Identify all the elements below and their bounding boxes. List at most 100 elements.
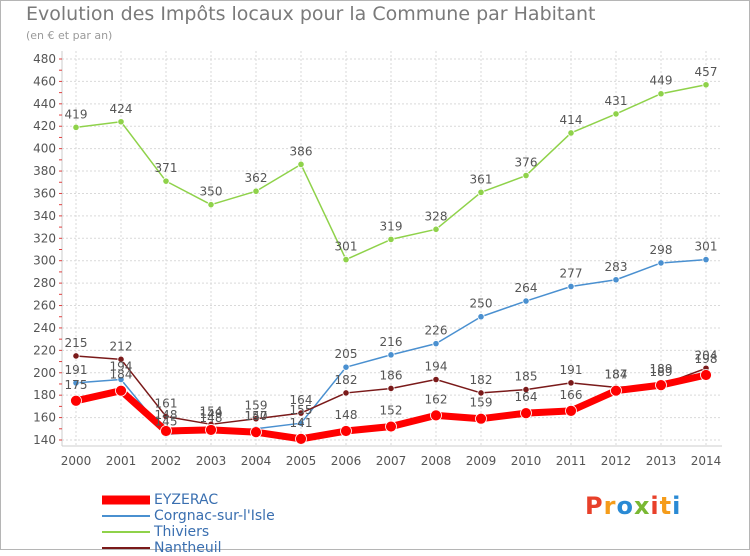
data-label: 159 [245, 399, 268, 413]
data-label: 431 [605, 94, 628, 108]
y-tick-label: 420 [33, 119, 56, 133]
data-label: 205 [335, 347, 358, 361]
chart-subtitle: (en € et par an) [26, 29, 113, 42]
legend-label: Thiviers [154, 524, 210, 540]
y-tick-label: 300 [33, 254, 56, 268]
data-label: 162 [425, 392, 448, 406]
x-tick-label: 2000 [61, 454, 92, 468]
data-point [567, 282, 575, 291]
data-point [162, 412, 170, 421]
data-label: 283 [605, 260, 628, 274]
data-point [160, 425, 172, 437]
x-tick-label: 2008 [421, 454, 452, 468]
data-label: 155 [290, 403, 313, 417]
data-point [702, 255, 710, 264]
data-point [475, 412, 487, 425]
data-label: 141 [290, 416, 313, 430]
data-label: 194 [425, 359, 448, 373]
data-label: 198 [695, 352, 718, 366]
data-label: 164 [515, 390, 538, 404]
data-point [252, 187, 260, 195]
legend-label: Corgnac-sur-l'Isle [154, 508, 275, 524]
x-tick-label: 2012 [601, 454, 632, 468]
data-point [432, 375, 440, 384]
data-label: 154 [200, 404, 223, 418]
data-point [205, 424, 217, 436]
y-tick-label: 200 [33, 366, 56, 380]
data-point [72, 352, 80, 360]
legend-label: Nantheuil [154, 540, 222, 556]
data-point [342, 389, 350, 397]
data-point [117, 118, 125, 126]
y-tick-label: 460 [33, 74, 56, 88]
x-tick-label: 2010 [511, 454, 542, 468]
data-label: 194 [110, 359, 133, 373]
data-point [387, 351, 395, 359]
data-point [432, 340, 440, 348]
data-label: 150 [245, 409, 268, 423]
data-label: 298 [650, 243, 673, 257]
data-point [297, 409, 305, 417]
y-tick-label: 400 [33, 142, 56, 156]
data-point [520, 407, 532, 420]
data-point [385, 420, 397, 433]
x-tick-label: 2005 [286, 454, 317, 468]
proxiti-logo: Proxiti [585, 492, 681, 520]
logo-letter: P [585, 492, 604, 520]
y-tick-label: 320 [33, 231, 56, 245]
data-label: 191 [560, 363, 583, 377]
data-point [72, 123, 80, 131]
data-point [70, 394, 82, 407]
data-point [117, 375, 125, 384]
data-label: 212 [110, 339, 133, 353]
data-label: 376 [515, 156, 538, 170]
data-point [655, 379, 667, 391]
x-tick-label: 2011 [556, 454, 587, 468]
data-point [610, 384, 622, 397]
data-label: 386 [290, 144, 313, 158]
data-point [342, 363, 350, 371]
legend-label: EYZERAC [154, 492, 219, 508]
data-point [387, 235, 395, 244]
data-label: 424 [110, 102, 133, 116]
data-label: 189 [650, 362, 673, 376]
data-label: 419 [65, 107, 88, 121]
data-label: 361 [470, 172, 493, 186]
data-label: 328 [425, 209, 448, 223]
data-label: 301 [335, 240, 358, 254]
data-label: 159 [470, 396, 493, 410]
logo-letter: r [603, 492, 617, 520]
chart-title: Evolution des Impôts locaux pour la Comm… [26, 3, 596, 25]
data-label: 186 [380, 368, 403, 382]
y-tick-label: 160 [33, 411, 56, 425]
y-tick-label: 140 [33, 433, 56, 447]
logo-letter: i [650, 492, 660, 520]
x-tick-label: 2001 [106, 454, 137, 468]
data-label: 149 [200, 407, 223, 421]
data-label: 145 [155, 414, 178, 428]
data-point [340, 425, 352, 437]
x-tick-label: 2014 [691, 454, 722, 468]
data-label: 457 [695, 65, 718, 79]
data-label: 449 [650, 74, 673, 88]
y-tick-label: 480 [33, 52, 56, 66]
logo-letter: i [672, 492, 682, 520]
data-point [522, 297, 530, 305]
data-label: 371 [155, 161, 178, 175]
x-tick-label: 2003 [196, 454, 227, 468]
x-tick-label: 2006 [331, 454, 362, 468]
data-point [295, 432, 307, 445]
data-point [702, 81, 710, 89]
data-label: 182 [335, 373, 358, 387]
y-tick-label: 240 [33, 321, 56, 335]
data-point [72, 379, 80, 387]
data-label: 301 [695, 240, 718, 254]
x-tick-label: 2013 [646, 454, 677, 468]
data-point [297, 419, 305, 427]
data-point [117, 355, 125, 363]
y-tick-label: 340 [33, 209, 56, 223]
data-label: 187 [605, 367, 628, 381]
y-tick-label: 260 [33, 299, 56, 313]
data-label: 152 [380, 404, 403, 418]
